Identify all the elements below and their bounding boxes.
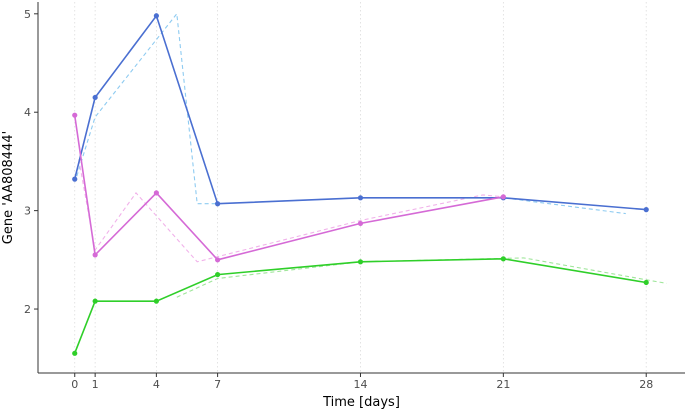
x-tick-label: 21 xyxy=(496,378,510,391)
y-tick-label: 3 xyxy=(24,205,31,218)
data-point xyxy=(215,271,221,278)
data-point xyxy=(357,259,364,265)
x-axis-title: Time [days] xyxy=(322,395,400,410)
data-point xyxy=(92,298,98,304)
data-point xyxy=(215,201,221,207)
data-point xyxy=(153,190,159,196)
data-point xyxy=(357,195,364,201)
series-lines xyxy=(73,12,667,354)
data-point xyxy=(92,94,98,101)
y-tick-label: 2 xyxy=(24,303,31,316)
data-point xyxy=(153,13,159,19)
y-axis-title: Gene 'AA808444' xyxy=(1,131,16,244)
vertical-gridlines xyxy=(74,2,647,373)
y-tick-label: 4 xyxy=(24,106,31,119)
y-axis-ticks: 2 3 4 5 xyxy=(24,8,38,316)
x-tick-label: 28 xyxy=(639,378,653,391)
x-axis-ticks: 0 1 4 7 14 21 28 xyxy=(71,373,653,391)
series-line-6 xyxy=(176,257,667,298)
series-markers xyxy=(72,13,649,356)
data-point xyxy=(500,194,506,200)
x-tick-label: 1 xyxy=(92,378,99,391)
y-tick-label: 5 xyxy=(24,8,31,21)
data-point xyxy=(215,257,221,263)
x-tick-label: 4 xyxy=(153,378,160,391)
series-line-2 xyxy=(76,12,626,215)
data-point xyxy=(643,279,649,286)
data-point xyxy=(92,252,98,258)
data-point xyxy=(643,207,649,213)
data-point xyxy=(72,176,78,182)
x-tick-label: 14 xyxy=(353,378,367,391)
series-line-3 xyxy=(73,115,504,261)
data-point xyxy=(500,256,506,262)
data-point xyxy=(153,298,159,304)
data-point xyxy=(72,350,78,356)
series-line-1 xyxy=(73,14,647,211)
x-tick-label: 7 xyxy=(214,378,221,391)
x-tick-label: 0 xyxy=(71,378,78,391)
data-point xyxy=(357,220,364,227)
series-line-4 xyxy=(78,159,504,263)
data-point xyxy=(72,112,78,118)
